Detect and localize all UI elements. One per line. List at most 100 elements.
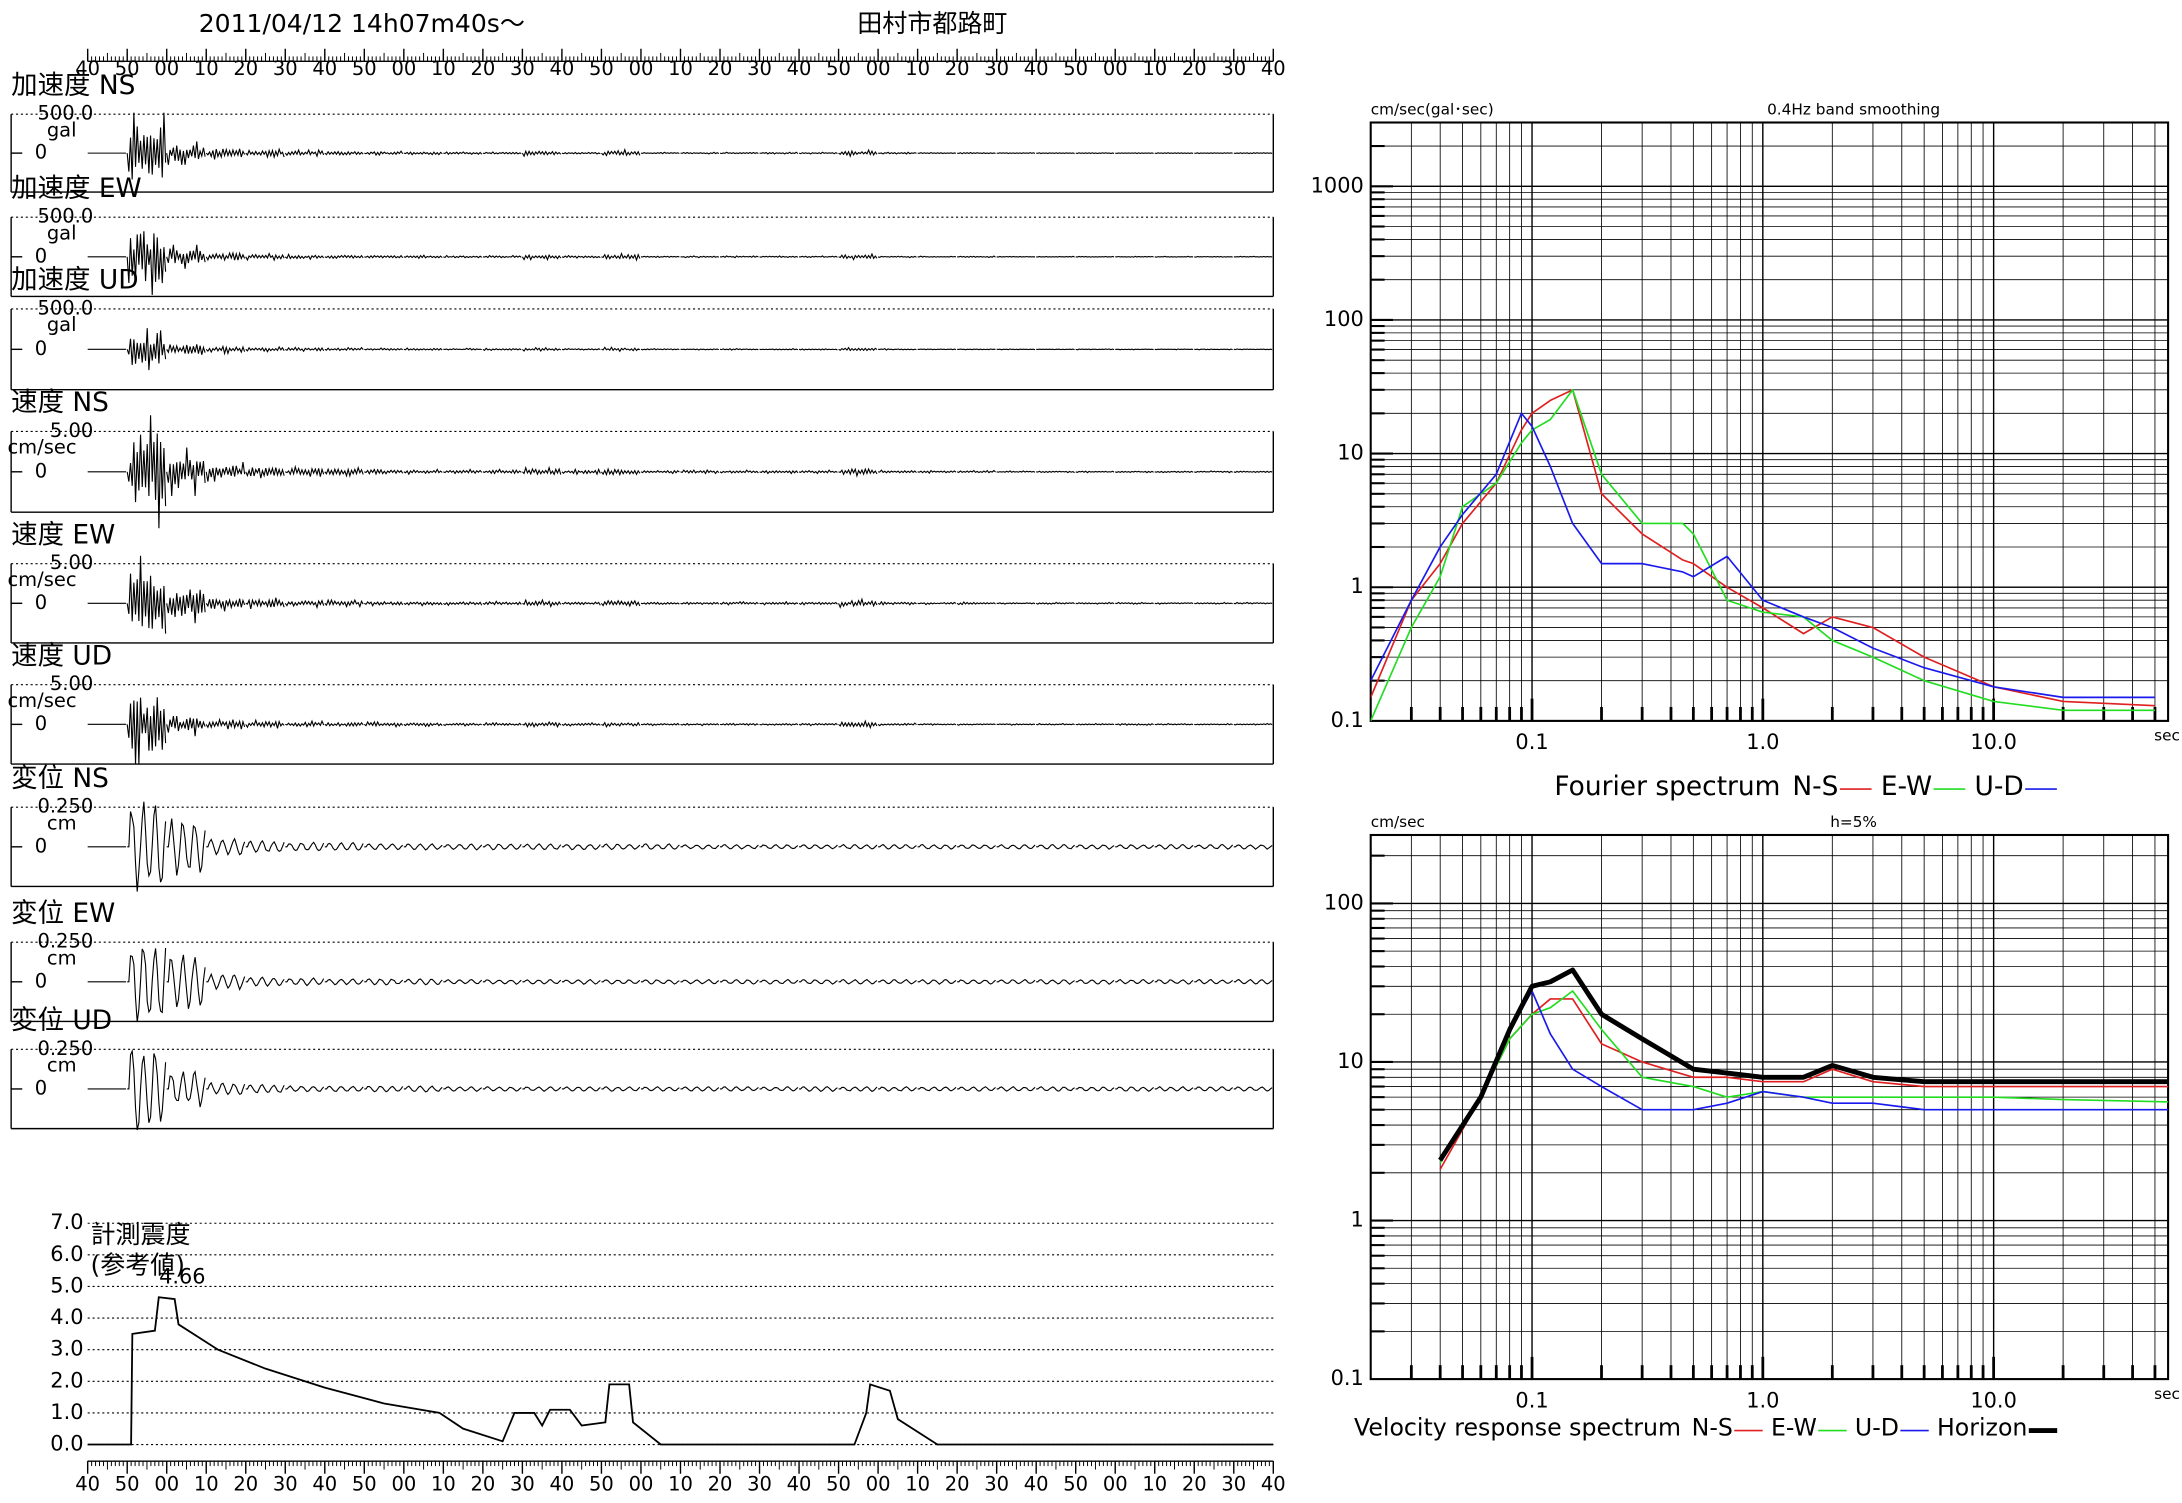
waveform-segment — [482, 1086, 522, 1092]
x-tick-label: 30 — [747, 1472, 772, 1495]
x-tick-label: 30 — [984, 57, 1009, 80]
waveform-segment — [1115, 152, 1154, 155]
waveform-segment — [482, 347, 522, 352]
legend-label: U-D — [1975, 771, 2024, 802]
waveform-segment — [1154, 470, 1194, 474]
waveform-segment — [917, 255, 957, 258]
waveform-segment — [680, 255, 720, 259]
waveform-segment — [759, 469, 799, 475]
waveform-segment — [798, 601, 838, 606]
waveform-segment — [1036, 843, 1075, 850]
waveform-segment — [324, 346, 364, 352]
waveform-segment — [838, 719, 878, 730]
waveform-segment — [364, 468, 404, 476]
waveform-segment — [1194, 470, 1233, 474]
spectrum-line — [1370, 412, 2156, 699]
record-time: 2011/04/12 14h07m40s〜 — [199, 9, 525, 38]
waveform-segment — [285, 719, 325, 728]
x-tick-label: 10 — [194, 57, 219, 80]
y-tick-label: 0.1 — [1331, 1366, 1364, 1390]
waveform-segment — [917, 348, 957, 351]
waveform-segment — [838, 467, 878, 478]
waveform-segment — [443, 151, 483, 156]
waveform-segment — [245, 1083, 285, 1094]
x-tick-label: 40 — [787, 57, 812, 80]
waveform-segment — [917, 978, 957, 985]
trace-name: 変位 UD — [11, 1005, 112, 1036]
waveform-segment — [1036, 979, 1075, 985]
trace-name: 加速度 EW — [11, 173, 142, 204]
waveform-segment — [482, 254, 522, 259]
waveform-segment — [245, 147, 285, 160]
y-tick-label: 1 — [1350, 574, 1363, 598]
x-tick-label: 10 — [431, 1472, 456, 1495]
x-tick-label: 10 — [194, 1472, 219, 1495]
unit-label: cm/sec — [7, 689, 76, 712]
waveform-segment — [1075, 470, 1115, 474]
waveform-segment — [798, 469, 838, 475]
y-tick-label: 1000 — [1311, 173, 1364, 197]
x-tick-label: 10 — [1142, 1472, 1167, 1495]
legend-label: E-W — [1771, 1414, 1817, 1442]
waveform-segment — [1035, 601, 1075, 605]
x-tick-label: 00 — [1103, 1472, 1128, 1495]
x-tick-label: 20 — [708, 57, 733, 80]
waveform-segment — [601, 721, 641, 728]
waveform-segment — [206, 837, 246, 856]
waveform-segment — [640, 151, 680, 155]
x-tick-label: 40 — [312, 1472, 337, 1495]
waveform-segment — [877, 722, 917, 727]
waveform-segment — [640, 1086, 680, 1092]
waveform-segment — [1115, 470, 1154, 474]
waveform-segment — [324, 721, 364, 728]
waveform-segment — [759, 347, 799, 351]
waveform-segment — [1075, 844, 1115, 850]
x-tick-label: 50 — [1063, 1472, 1088, 1495]
waveform-segment — [640, 722, 680, 727]
waveform-segment — [680, 844, 720, 850]
waveform-segment — [443, 978, 483, 985]
baseline-label: 0 — [35, 459, 47, 482]
waveform-segment — [403, 468, 443, 476]
waveform-segment — [482, 151, 522, 155]
waveform-segment — [284, 148, 325, 158]
waveform-segment — [1075, 722, 1115, 726]
peak-label: 4.66 — [159, 1265, 205, 1289]
waveform-segment — [1233, 601, 1273, 605]
waveform-segment — [957, 844, 996, 850]
waveform-segment — [126, 555, 167, 634]
waveform-segment — [205, 461, 246, 482]
x-tick-label: 20 — [708, 1472, 733, 1495]
waveform-segment — [285, 841, 325, 852]
waveform-segment — [1154, 722, 1194, 726]
x-tick-label: 30 — [510, 1472, 535, 1495]
waveform-segment — [1115, 601, 1154, 605]
waveform-segment — [996, 978, 1036, 985]
waveform-segment — [245, 597, 285, 609]
x-tick-label: 50 — [115, 1472, 140, 1495]
waveform-segment — [878, 978, 917, 985]
waveform-segment — [285, 977, 325, 987]
waveform-segment — [126, 415, 167, 529]
waveform-segment — [680, 348, 720, 351]
x-tick-label: 20 — [1182, 57, 1207, 80]
waveform-segment — [561, 721, 601, 727]
waveform-segment — [482, 843, 522, 851]
spectrum-line — [1438, 967, 2169, 1162]
x-tick-label: 1.0 — [1746, 1388, 1779, 1412]
waveform-segment — [1115, 1086, 1154, 1092]
waveform-segment — [205, 717, 246, 730]
waveform-segment — [640, 979, 680, 985]
trace-name: 変位 EW — [11, 898, 115, 929]
waveform-segment — [640, 843, 680, 850]
baseline-label: 0 — [35, 337, 47, 360]
x-tick-label: 40 — [75, 57, 100, 80]
waveform-segment — [1233, 722, 1273, 726]
waveform-segment — [1154, 152, 1194, 154]
legend-label: Horizon — [1937, 1414, 2027, 1442]
x-tick-label: 20 — [233, 57, 258, 80]
waveform-segment — [403, 601, 443, 607]
x-tick-label: 20 — [233, 1472, 258, 1495]
waveform-segment — [996, 470, 1036, 473]
